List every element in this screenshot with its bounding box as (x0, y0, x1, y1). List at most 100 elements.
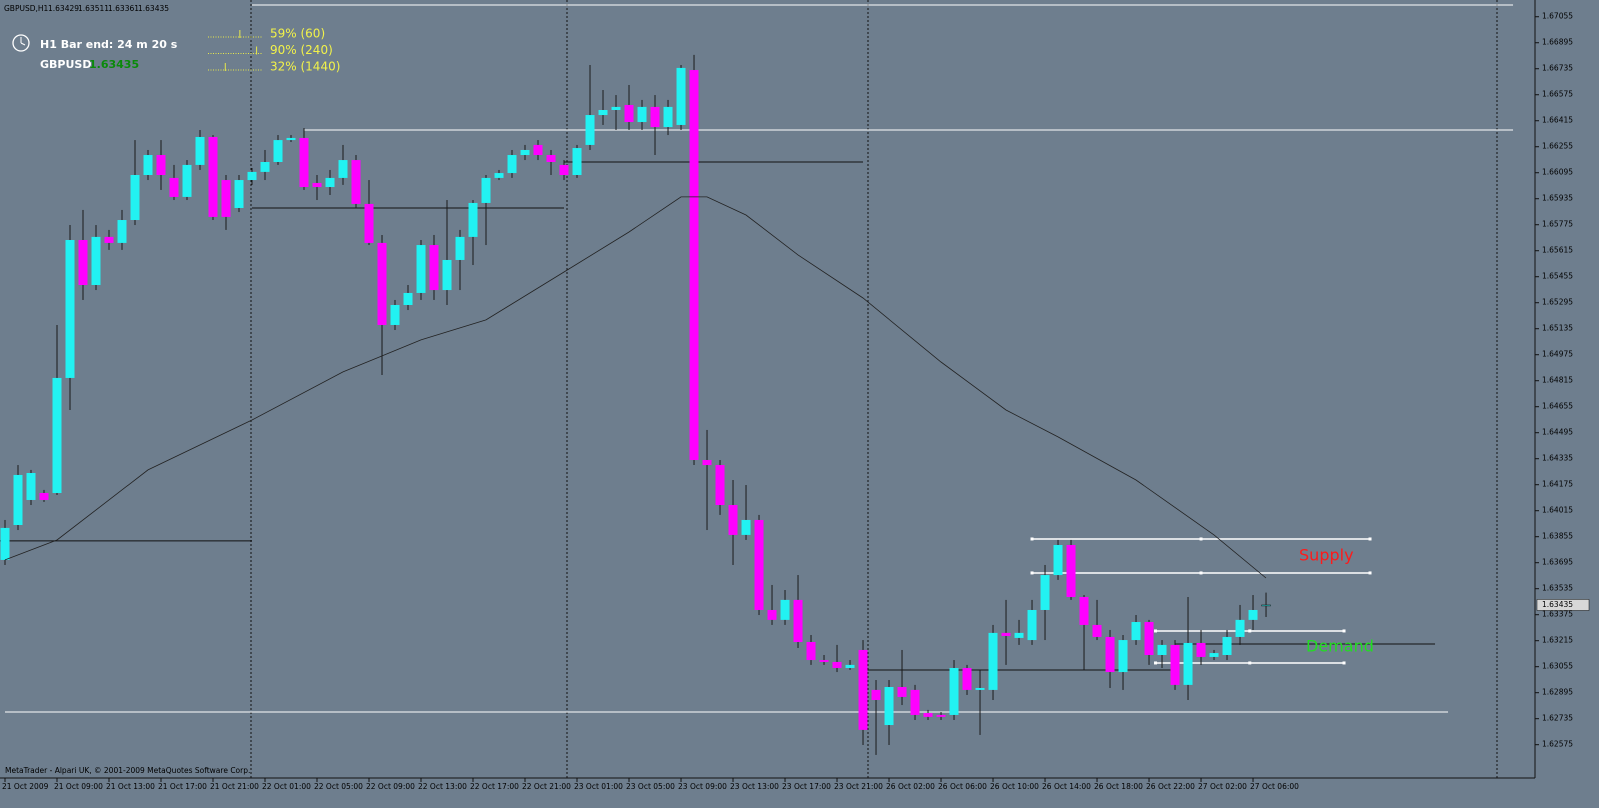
panel-price: 1.63435 (89, 58, 139, 71)
y-tick-label: 1.64815 (1542, 376, 1573, 385)
y-tick-label: 1.64015 (1542, 506, 1573, 515)
x-tick-label: 21 Oct 09:00 (54, 782, 103, 791)
plot: Supply Demand (0, 4, 1514, 755)
candle-body (624, 104, 634, 123)
zone-handle (1342, 629, 1346, 633)
candle-body (169, 177, 179, 197)
clock-hand (20, 42, 26, 46)
candle-body (364, 203, 374, 243)
copyright: MetaTrader - Alpari UK, © 2001-2009 Meta… (5, 766, 250, 775)
candle-body (1001, 632, 1011, 636)
zone-handle (1368, 537, 1372, 541)
candle-body (520, 149, 530, 156)
y-tick-label: 1.65935 (1542, 194, 1573, 203)
x-tick-label: 26 Oct 02:00 (886, 782, 935, 791)
candle-body (598, 110, 608, 116)
info-panel: H1 Bar end: 24 m 20 s GBPUSD 1.63435 (12, 34, 178, 71)
x-tick-label: 22 Oct 17:00 (470, 782, 519, 791)
candle-body (611, 106, 621, 111)
x-tick-label: 22 Oct 01:00 (262, 782, 311, 791)
y-tick-label: 1.63855 (1542, 532, 1573, 541)
price-label-box (1536, 599, 1590, 611)
candle-body (325, 177, 335, 188)
candle-body (1157, 644, 1167, 655)
zone-handle (1199, 571, 1203, 575)
candle-body (819, 660, 829, 662)
candle-body (26, 473, 36, 500)
header-low: 1.63361 (108, 4, 139, 13)
candle-body (728, 505, 738, 535)
candle-body (273, 140, 283, 163)
y-tick-label: 1.63695 (1542, 558, 1573, 567)
candle-body (1235, 619, 1245, 637)
moving-average (4, 196, 1267, 579)
candle-body (403, 292, 413, 305)
candle-body (195, 136, 205, 165)
candle-body (923, 713, 933, 717)
candle-body (143, 155, 153, 176)
y-tick-label: 1.64655 (1542, 402, 1573, 411)
y-tick-label: 1.64495 (1542, 428, 1573, 437)
x-tick-label: 21 Oct 17:00 (158, 782, 207, 791)
y-tick-label: 1.66735 (1542, 64, 1573, 73)
y-tick-label: 1.67055 (1542, 12, 1573, 21)
y-tick-label: 1.62575 (1542, 740, 1573, 749)
candle-body (962, 667, 972, 690)
zone-handle (1154, 661, 1158, 665)
y-tick-label: 1.66575 (1542, 90, 1573, 99)
candle-body (832, 661, 842, 668)
candle-body (988, 632, 998, 690)
x-tick-label: 23 Oct 13:00 (730, 782, 779, 791)
x-tick-label: 26 Oct 14:00 (1042, 782, 1091, 791)
current-price-label: 1.63435 (1542, 600, 1573, 609)
candle-body (546, 155, 556, 163)
x-tick-label: 26 Oct 06:00 (938, 782, 987, 791)
y-tick-label: 1.66895 (1542, 38, 1573, 47)
candle-body (247, 171, 257, 181)
x-tick-label: 27 Oct 02:00 (1198, 782, 1247, 791)
candle-body (104, 236, 114, 243)
candle-body (676, 67, 686, 125)
candle-body (884, 687, 894, 726)
candle-body (390, 304, 400, 325)
candle-body (585, 115, 595, 145)
candle-body (663, 106, 673, 128)
candle-body (1014, 632, 1024, 638)
candle-body (871, 689, 881, 701)
candle-body (1092, 624, 1102, 637)
candle-body (377, 242, 387, 325)
candle-body (429, 245, 439, 291)
candle-body (91, 236, 101, 286)
y-tick-label: 1.63215 (1542, 636, 1573, 645)
candle-body (858, 649, 868, 730)
zone-handle (1030, 537, 1034, 541)
candle-body (13, 474, 23, 526)
candle-body (793, 599, 803, 642)
y-tick-label: 1.62895 (1542, 688, 1573, 697)
x-tick-label: 21 Oct 2009 (2, 782, 49, 791)
y-tick-label: 1.65455 (1542, 272, 1573, 281)
candle-body (741, 519, 751, 535)
candle-body (39, 492, 49, 500)
y-tick-label: 1.65135 (1542, 324, 1573, 333)
x-tick-label: 26 Oct 10:00 (990, 782, 1039, 791)
candle-body (897, 687, 907, 697)
x-tick-label: 26 Oct 22:00 (1146, 782, 1195, 791)
progress-label: 59% (60) (270, 27, 325, 41)
y-tick-label: 1.63055 (1542, 662, 1573, 671)
zone-handle (1342, 661, 1346, 665)
header-close: 1.63435 (138, 4, 169, 13)
candle-body (299, 137, 309, 188)
candle-body (130, 175, 140, 221)
zone-handle (1030, 571, 1034, 575)
y-tick-label: 1.64175 (1542, 480, 1573, 489)
candle-body (455, 236, 465, 260)
candle-body (689, 70, 699, 461)
candle-body (507, 155, 517, 174)
candle-body (156, 155, 166, 176)
y-tick-label: 1.66415 (1542, 116, 1573, 125)
x-tick-label: 23 Oct 09:00 (678, 782, 727, 791)
